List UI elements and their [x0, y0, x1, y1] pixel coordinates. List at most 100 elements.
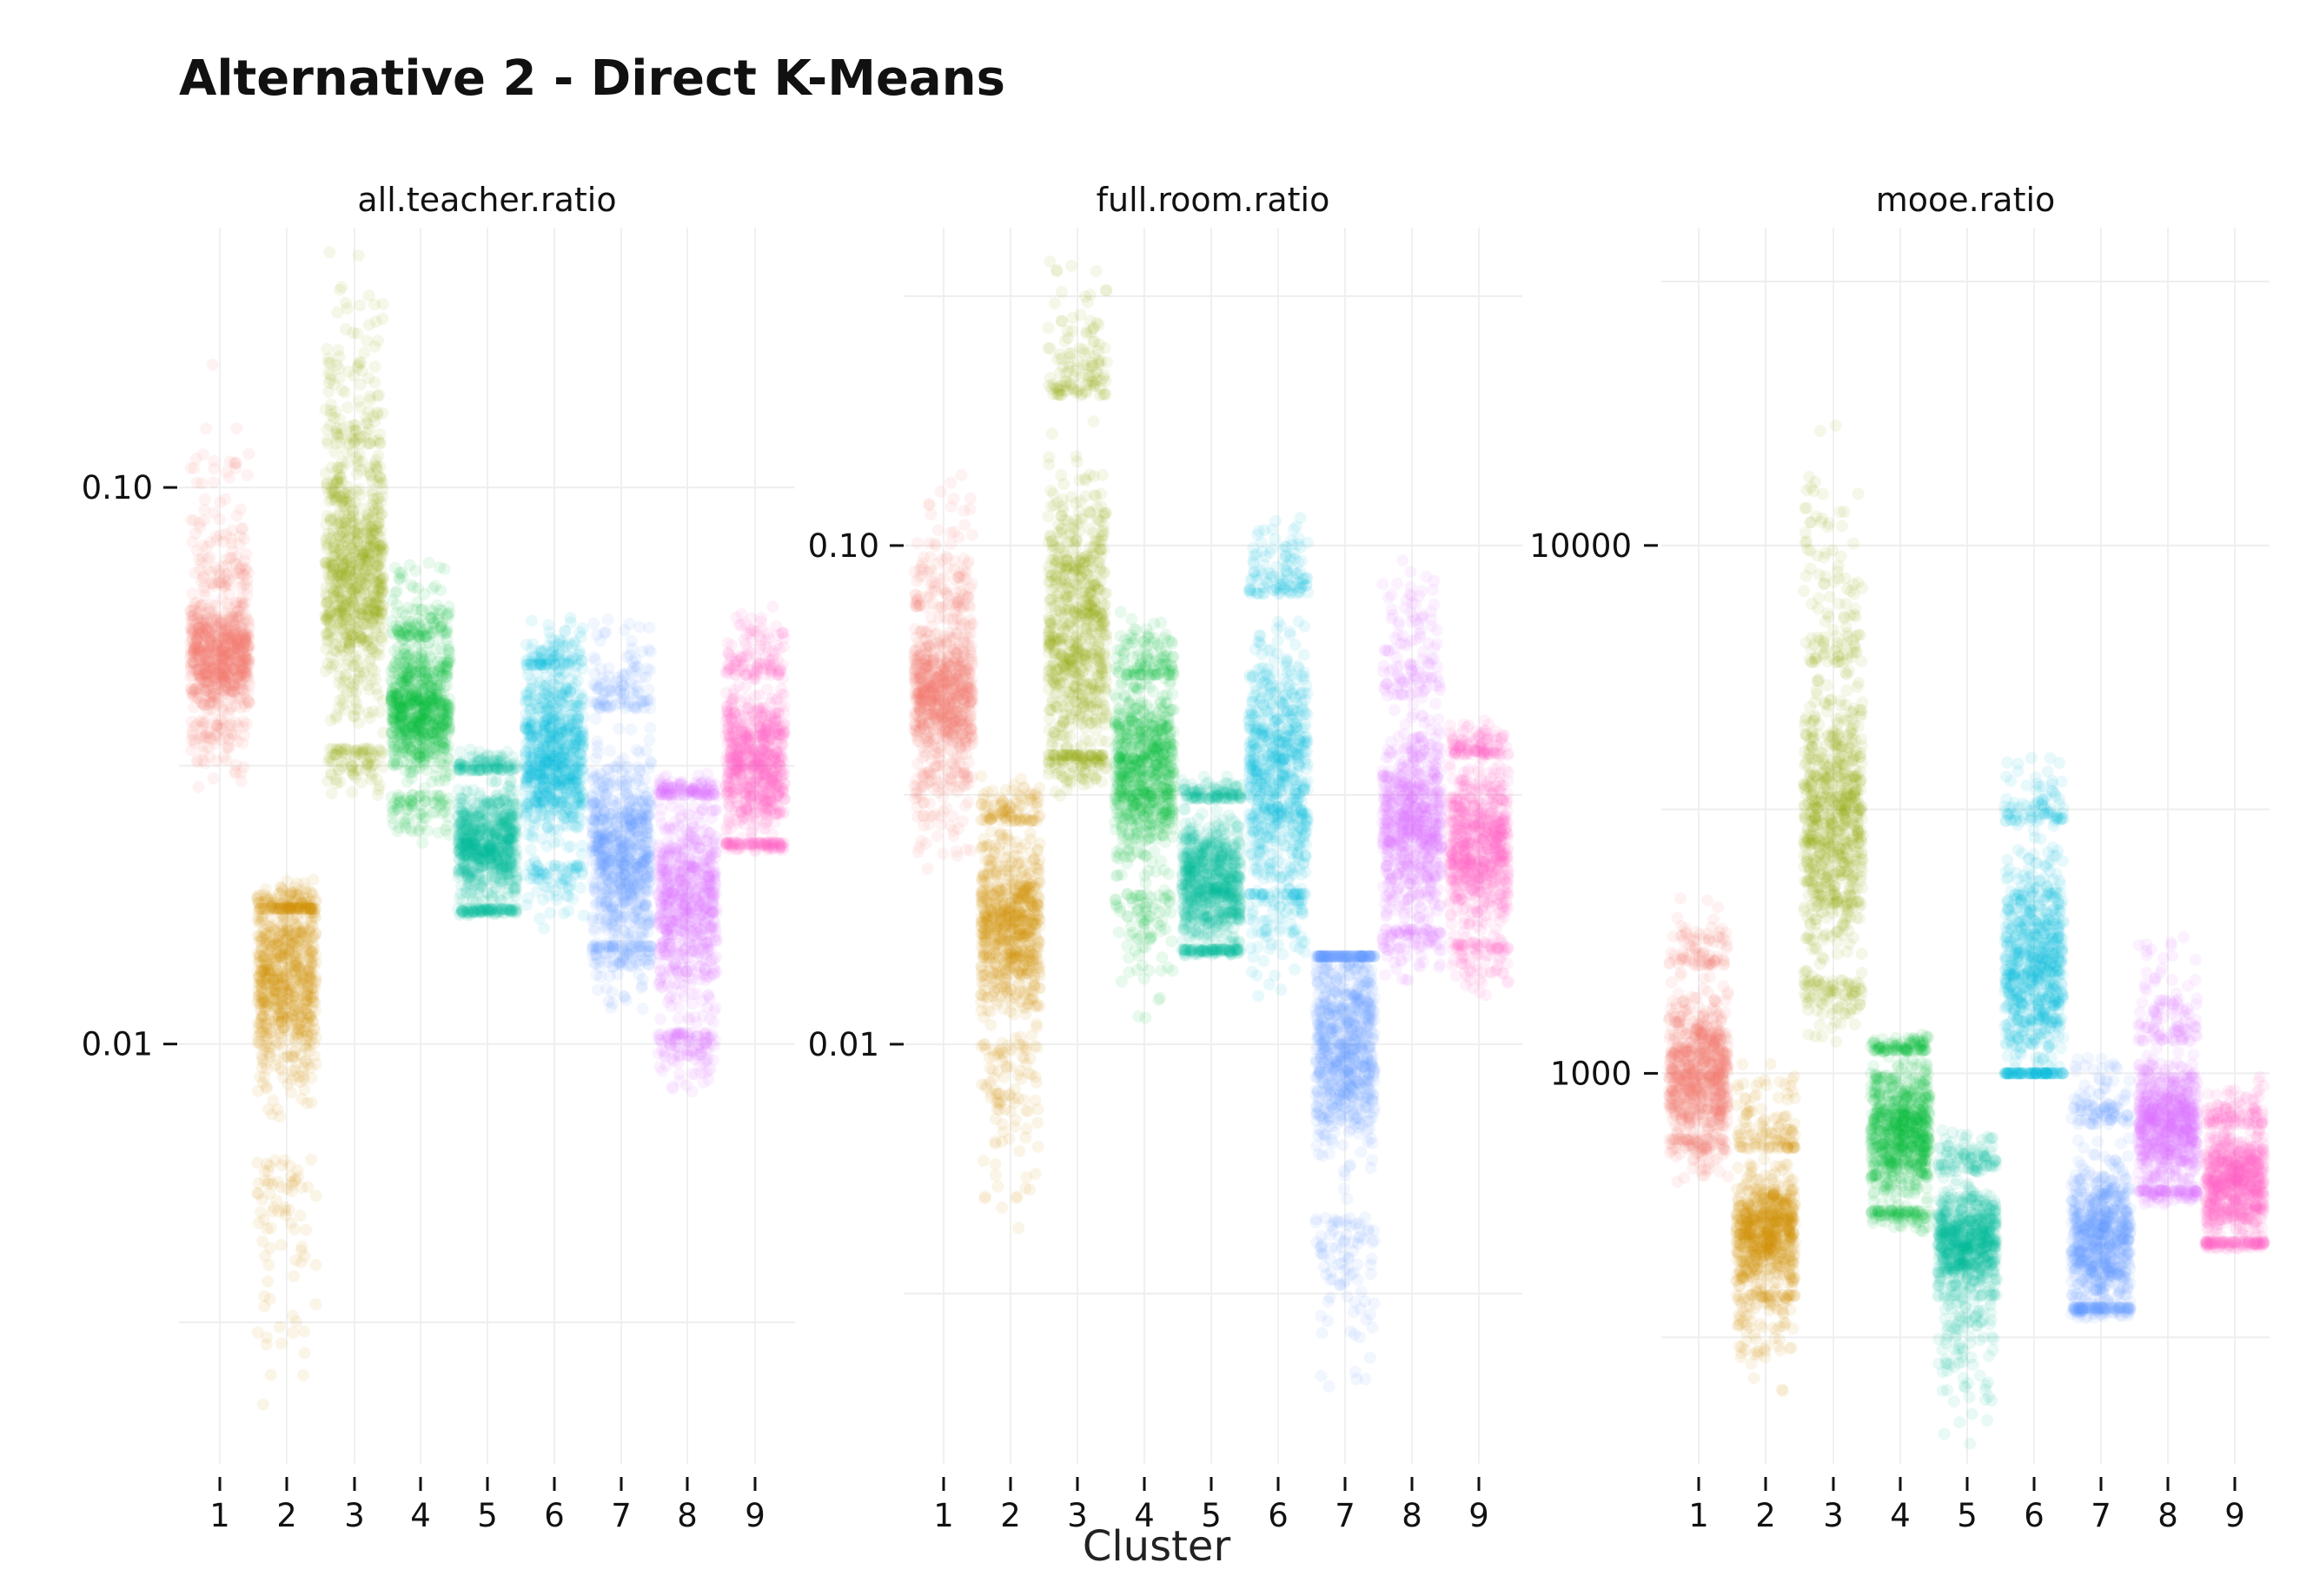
- data-point: [272, 936, 284, 948]
- data-point: [349, 703, 361, 715]
- data-point: [323, 246, 335, 258]
- data-point: [495, 863, 507, 875]
- data-point: [409, 762, 421, 774]
- data-point: [346, 759, 358, 772]
- data-point: [256, 1235, 268, 1248]
- x-tick-label: 7: [611, 1497, 632, 1534]
- data-point: [252, 1327, 264, 1339]
- data-point: [286, 1176, 298, 1189]
- data-point: [275, 1007, 288, 1019]
- data-point: [321, 613, 333, 625]
- data-point: [230, 462, 242, 474]
- data-point: [391, 585, 403, 597]
- data-point: [372, 578, 384, 590]
- data-point: [345, 497, 357, 509]
- data-point: [467, 826, 479, 838]
- data-point: [405, 579, 417, 592]
- data-point: [460, 849, 472, 861]
- data-point: [341, 591, 353, 603]
- data-point: [497, 794, 509, 806]
- data-point: [401, 630, 413, 642]
- data-point: [199, 493, 211, 506]
- data-point: [198, 570, 210, 582]
- data-point: [394, 822, 406, 834]
- cluster-5-points: [452, 744, 523, 922]
- data-point: [510, 890, 522, 902]
- data-point: [427, 606, 439, 618]
- data-point: [189, 527, 202, 540]
- data-point: [321, 629, 334, 641]
- data-point: [298, 947, 310, 959]
- data-point: [321, 343, 333, 355]
- data-point: [305, 1062, 317, 1074]
- data-point: [265, 1222, 277, 1234]
- data-point: [341, 686, 353, 699]
- data-point: [264, 1293, 276, 1305]
- data-point: [423, 670, 435, 682]
- data-point: [372, 334, 384, 347]
- data-point: [456, 905, 468, 917]
- data-point: [330, 549, 342, 561]
- data-point: [298, 1325, 310, 1337]
- data-point: [292, 920, 304, 932]
- data-point: [418, 811, 430, 824]
- x-tick-label: 3: [344, 1497, 365, 1534]
- data-point: [386, 727, 398, 739]
- data-point: [225, 719, 237, 732]
- data-point: [208, 455, 220, 467]
- data-point: [207, 359, 219, 371]
- data-point: [353, 395, 365, 407]
- data-point: [287, 1309, 299, 1321]
- data-point: [261, 1083, 273, 1095]
- data-point: [422, 658, 434, 670]
- data-point: [349, 424, 361, 436]
- data-point: [282, 957, 295, 970]
- data-point: [419, 782, 431, 794]
- data-point: [274, 1321, 286, 1333]
- data-point: [369, 622, 381, 634]
- data-point: [295, 1029, 308, 1041]
- data-point: [302, 965, 314, 977]
- data-point: [339, 580, 351, 593]
- data-point: [192, 781, 204, 793]
- data-point: [236, 738, 249, 750]
- data-point: [305, 1011, 317, 1023]
- data-point: [327, 755, 339, 767]
- data-point: [388, 628, 400, 640]
- data-point: [284, 997, 296, 1010]
- data-point: [474, 787, 486, 799]
- data-point: [335, 533, 348, 545]
- data-point: [275, 1027, 287, 1039]
- data-point: [297, 937, 309, 949]
- data-point: [306, 1096, 318, 1109]
- facet-title: all.teacher.ratio: [357, 181, 616, 219]
- data-point: [264, 1050, 276, 1063]
- data-point: [194, 517, 206, 529]
- data-point: [453, 834, 465, 846]
- data-point: [369, 361, 381, 373]
- data-point: [350, 566, 362, 578]
- data-point: [255, 1207, 267, 1219]
- data-point: [407, 789, 419, 801]
- data-point: [485, 843, 497, 855]
- data-point: [308, 911, 321, 923]
- data-point: [191, 682, 203, 694]
- data-point: [334, 414, 346, 426]
- data-point: [418, 588, 430, 600]
- data-point: [341, 401, 354, 414]
- data-point: [374, 437, 386, 449]
- data-point: [368, 410, 380, 422]
- data-point: [330, 645, 342, 657]
- data-point: [352, 455, 364, 467]
- data-point: [365, 761, 377, 773]
- data-point: [339, 618, 351, 630]
- data-point: [204, 686, 216, 699]
- cluster-6-points: [519, 612, 590, 934]
- data-point: [394, 566, 406, 579]
- data-point: [243, 679, 255, 692]
- data-point: [209, 531, 222, 543]
- data-point: [275, 1239, 288, 1251]
- data-point: [251, 1030, 263, 1043]
- data-point: [426, 797, 438, 809]
